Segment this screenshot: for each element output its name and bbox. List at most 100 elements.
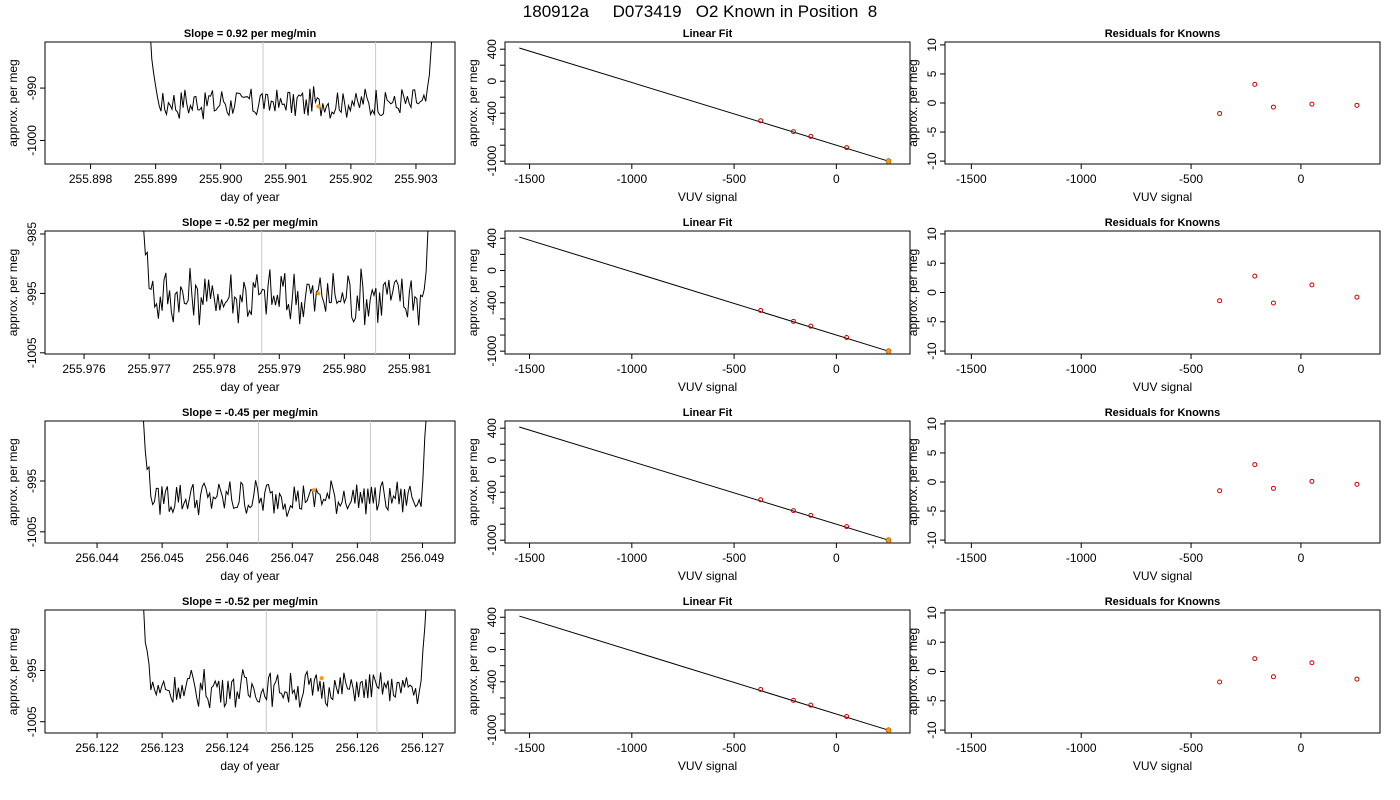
chart-panel: Residuals for Knowns -1500 -1000 -500 0 VUV s… (906, 217, 1381, 394)
y-tick-label: 10 (925, 227, 939, 241)
x-tick-label: 0 (833, 362, 840, 376)
plot-area (1217, 273, 1360, 306)
y-tick-label: 400 (485, 607, 499, 627)
data-point (758, 686, 764, 692)
chart-panel: Residuals for Knowns -1500 -1000 -500 0 VUV s… (906, 596, 1381, 773)
x-tick-label: 0 (1298, 551, 1305, 565)
plot-area (519, 47, 892, 164)
plot-frame (44, 609, 456, 734)
residual-point (1309, 101, 1315, 107)
residual-point (1309, 478, 1315, 484)
highlight-point (885, 348, 892, 354)
x-axis-label: VUV signal (678, 380, 737, 394)
plot-frame (944, 41, 1381, 165)
chart-panel: Linear Fit -1500 -1000 -500 0 VUV signal 400 0 -… (466, 596, 911, 773)
data-point (790, 129, 796, 135)
x-tick-label: 256.047 (271, 551, 315, 565)
chart-panel: Residuals for Knowns -1500 -1000 -500 0 VUV s… (906, 407, 1381, 583)
plot-frame (504, 41, 911, 165)
residual-point (1252, 462, 1258, 468)
x-tick-label: -1500 (514, 551, 545, 565)
data-point (844, 145, 850, 151)
y-tick-label: 0 (485, 457, 499, 464)
y-tick-label: -1000 (25, 125, 39, 156)
x-tick-label: -1500 (514, 362, 545, 376)
x-tick-label: 256.049 (401, 551, 445, 565)
x-tick-label: -1000 (616, 362, 647, 376)
residual-point (1217, 110, 1223, 116)
x-axis-label: VUV signal (1133, 380, 1192, 394)
y-tick-label: -1000 (485, 715, 499, 746)
y-axis-label: approx. per meg (906, 59, 920, 146)
x-tick-label: -500 (722, 362, 746, 376)
y-tick-label: 0 (485, 646, 499, 653)
x-tick-label: -1000 (616, 551, 647, 565)
x-tick-label: 255.901 (264, 172, 308, 186)
highlight-point (885, 727, 892, 733)
x-axis-label: VUV signal (678, 190, 737, 204)
y-tick-label: -995 (25, 281, 39, 305)
x-tick-label: -500 (722, 551, 746, 565)
chart-title: Linear Fit (683, 217, 733, 229)
chart-panel: Linear Fit -1500 -1000 -500 0 VUV signal 400 0 -… (466, 407, 911, 583)
residual-point (1270, 300, 1276, 306)
x-tick-label: -1500 (514, 741, 545, 755)
x-tick-label: 256.044 (75, 551, 119, 565)
x-tick-label: -1000 (1066, 362, 1097, 376)
x-tick-label: -500 (1179, 551, 1203, 565)
x-axis-label: VUV signal (678, 569, 737, 583)
y-tick-label: -995 (25, 658, 39, 682)
data-point (758, 497, 764, 503)
x-tick-label: -1500 (956, 741, 987, 755)
y-tick-label: 0 (485, 78, 499, 85)
x-tick-label: 255.900 (199, 172, 243, 186)
plot-frame (944, 420, 1381, 544)
x-tick-label: 255.898 (69, 172, 113, 186)
chart-title: Residuals for Knowns (1105, 217, 1221, 229)
y-tick-label: -10 (925, 152, 939, 170)
x-tick-label: 0 (1298, 362, 1305, 376)
chart-title: Slope = -0.45 per meg/min (182, 407, 318, 419)
data-point (790, 697, 796, 703)
plot-area (142, 421, 427, 543)
chart-title: Linear Fit (683, 28, 733, 40)
data-point (790, 508, 796, 514)
x-tick-label: 0 (1298, 172, 1305, 186)
x-tick-label: 0 (833, 172, 840, 186)
x-tick-label: 256.126 (336, 741, 380, 755)
x-tick-label: 0 (833, 551, 840, 565)
y-tick-label: 0 (925, 478, 939, 485)
plot-area (1217, 81, 1360, 116)
data-series-line (150, 42, 433, 120)
x-axis-label: VUV signal (1133, 569, 1192, 583)
y-tick-label: -1005 (25, 516, 39, 547)
data-point (758, 118, 764, 124)
chart-title: Residuals for Knowns (1105, 28, 1221, 40)
fit-line (519, 426, 889, 541)
plot-area (519, 426, 892, 543)
data-series-line (143, 610, 427, 709)
residual-point (1354, 102, 1360, 108)
x-tick-label: 0 (833, 741, 840, 755)
highlight-point (316, 104, 321, 109)
x-tick-label: -1500 (514, 172, 545, 186)
x-tick-label: 255.980 (323, 362, 367, 376)
chart-panel: Linear Fit -1500 -1000 -500 0 VUV signal 400 0 -… (466, 28, 911, 204)
residual-point (1354, 294, 1360, 300)
y-tick-label: 0 (925, 99, 939, 106)
x-tick-label: -500 (1179, 741, 1203, 755)
page-title: 180912a D073419 O2 Known in Position 8 (522, 2, 878, 21)
y-tick-label: -5 (925, 126, 939, 137)
x-tick-label: -1000 (616, 741, 647, 755)
highlight-point (885, 158, 892, 164)
y-axis-label: approx. per meg (466, 249, 480, 336)
y-tick-label: 400 (485, 228, 499, 248)
x-tick-label: -1000 (1066, 551, 1097, 565)
x-tick-label: -1500 (956, 362, 987, 376)
data-point (808, 133, 814, 139)
y-axis-label: approx. per meg (6, 628, 20, 715)
x-tick-label: -1000 (1066, 172, 1097, 186)
y-tick-label: -1000 (485, 525, 499, 556)
chart-title: Residuals for Knowns (1105, 407, 1221, 419)
y-tick-label: -1000 (485, 336, 499, 367)
